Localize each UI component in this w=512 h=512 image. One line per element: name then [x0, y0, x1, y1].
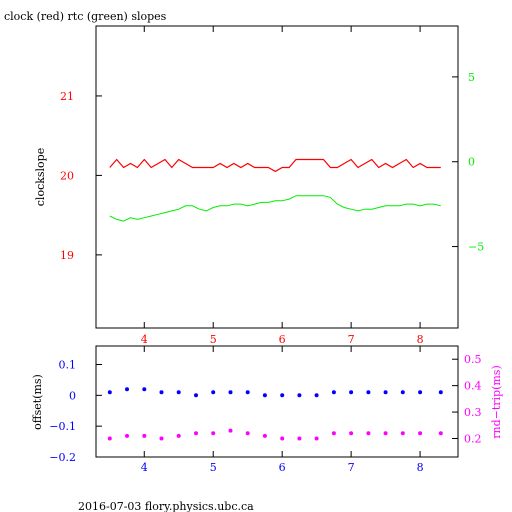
bottom-axes-layer: 4 5 6 7 8 0.1 0 −0.1 −0.2 0.5 0.4 0.3 0.2: [49, 346, 482, 474]
roundtrip-point: [245, 431, 250, 436]
roundtrip-point: [228, 428, 233, 433]
offset-point: [400, 390, 405, 395]
offset-point: [280, 393, 285, 398]
roundtrip-point: [400, 431, 405, 436]
offset-point: [314, 393, 319, 398]
offset-point: [176, 390, 181, 395]
bottom-plot-frame: [95, 345, 459, 458]
bottom-y-tick-label: −0.1: [49, 420, 76, 433]
bottom-x-tick-label: 4: [141, 461, 148, 474]
offset-point: [142, 387, 147, 392]
roundtrip-point: [176, 433, 181, 438]
roundtrip-point: [438, 431, 443, 436]
bottom-series-layer: [107, 387, 443, 441]
top-plot-frame: [95, 25, 459, 329]
top-series-layer: [109, 158, 441, 222]
roundtrip-point: [418, 431, 423, 436]
clock-slope-line: [109, 158, 441, 173]
top-x-tick-label: 7: [348, 333, 355, 346]
roundtrip-point: [297, 436, 302, 441]
offset-point: [438, 390, 443, 395]
offset-point: [383, 390, 388, 395]
top-x-tick-label: 8: [417, 333, 424, 346]
roundtrip-point: [107, 436, 112, 441]
roundtrip-point: [349, 431, 354, 436]
roundtrip-point: [159, 436, 164, 441]
top-x-tick-label: 6: [279, 333, 286, 346]
roundtrip-point: [194, 431, 198, 436]
roundtrip-point: [262, 433, 267, 438]
roundtrip-point: [280, 436, 285, 441]
offset-point: [194, 393, 198, 398]
bottom-x-tick-label: 6: [279, 461, 286, 474]
top-panel: 4 5 6 7 8 19 20 21 −5 0 5 clockslope: [34, 25, 484, 346]
top-y2-tick-label: 5: [468, 71, 475, 84]
offset-point: [228, 390, 233, 395]
offset-point: [366, 390, 371, 395]
roundtrip-point: [314, 436, 319, 441]
top-y2-tick-label: 0: [468, 156, 475, 169]
bottom-y2-axis-label: rnd−trip(ms): [490, 365, 503, 439]
top-y-tick-label: 20: [60, 169, 74, 182]
bottom-y2-tick-label: 0.5: [464, 353, 482, 366]
roundtrip-point: [142, 433, 147, 438]
offset-point: [262, 393, 267, 398]
offset-point: [297, 393, 302, 398]
offset-point: [107, 390, 112, 395]
bottom-y2-tick-label: 0.2: [464, 433, 482, 446]
bottom-y2-tick-label: 0.4: [464, 380, 482, 393]
bottom-panel: 4 5 6 7 8 0.1 0 −0.1 −0.2 0.5 0.4 0.3 0.2 offset(ms)…: [31, 345, 503, 474]
offset-point: [349, 390, 354, 395]
footer-date-host: 2016-07-03 flory.physics.ubc.ca: [78, 500, 254, 512]
top-x-tick-label: 4: [141, 333, 148, 346]
offset-point: [418, 390, 423, 395]
offset-point: [245, 390, 250, 395]
bottom-x-tick-label: 8: [417, 461, 424, 474]
offset-point: [331, 390, 336, 395]
top-y-tick-label: 21: [60, 90, 74, 103]
bottom-y-tick-label: 0: [69, 389, 76, 402]
bottom-y-tick-label: 0.1: [59, 359, 77, 372]
rtc-slope-line: [109, 195, 441, 222]
top-y-tick-label: 19: [60, 249, 74, 262]
top-axes-layer: 4 5 6 7 8 19 20 21 −5 0 5: [60, 26, 484, 346]
top-chart-title: clock (red) rtc (green) slopes: [4, 10, 167, 23]
roundtrip-point: [125, 433, 129, 438]
offset-point: [159, 390, 164, 395]
top-y-axis-label: clockslope: [34, 148, 47, 206]
offset-point: [211, 390, 216, 395]
bottom-y-axis-label: offset(ms): [31, 374, 44, 430]
roundtrip-point: [366, 431, 371, 436]
roundtrip-point: [383, 431, 388, 436]
bottom-x-tick-label: 7: [348, 461, 355, 474]
roundtrip-point: [211, 431, 216, 436]
bottom-x-tick-label: 5: [210, 461, 217, 474]
top-y2-tick-label: −5: [468, 241, 484, 254]
roundtrip-point: [331, 431, 336, 436]
offset-point: [125, 387, 129, 392]
bottom-y2-tick-label: 0.3: [464, 406, 482, 419]
bottom-y-tick-label: −0.2: [49, 451, 76, 464]
top-x-tick-label: 5: [210, 333, 217, 346]
